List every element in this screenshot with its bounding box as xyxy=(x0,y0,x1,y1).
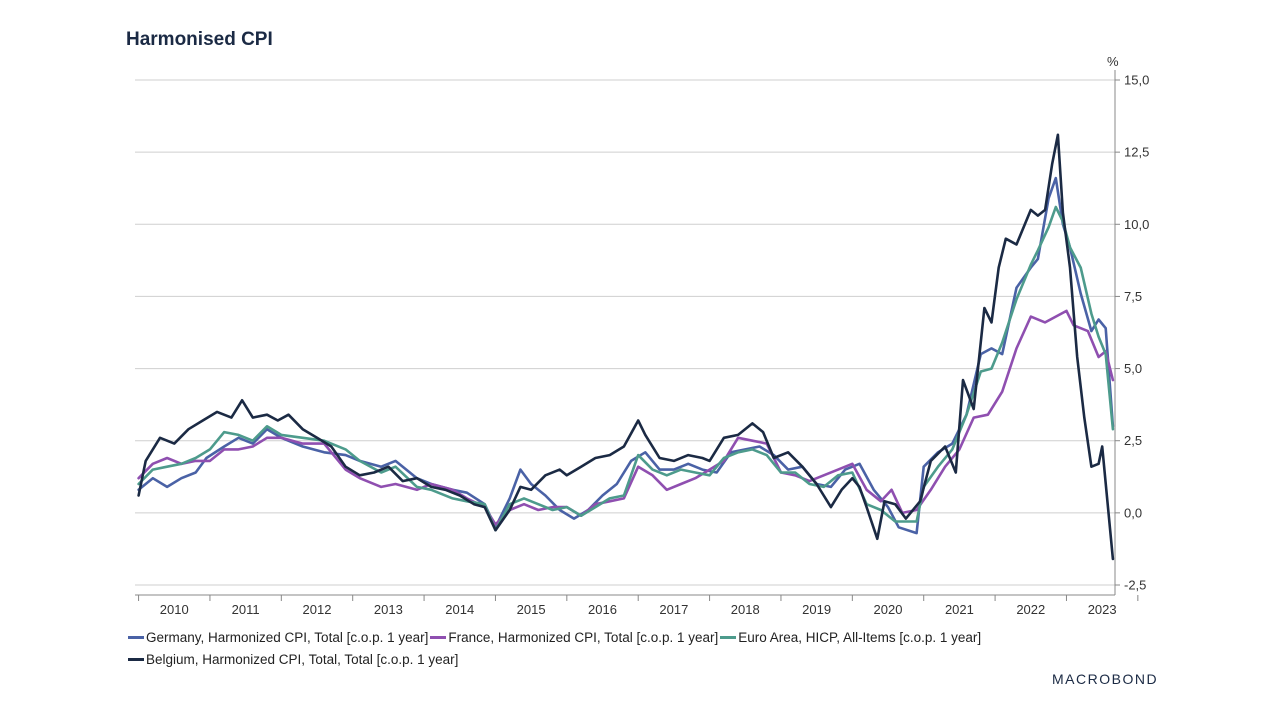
axes: % xyxy=(135,54,1119,596)
y-unit-label: % xyxy=(1107,54,1119,69)
x-tick-label: 2017 xyxy=(659,602,688,617)
y-tick-label: 7,5 xyxy=(1124,289,1142,304)
macrobond-logo: MACROBOND xyxy=(1052,671,1159,687)
legend-label-belgium: Belgium, Harmonized CPI, Total, Total [c… xyxy=(146,651,459,667)
x-tick-label: 2018 xyxy=(731,602,760,617)
x-tick-label: 2014 xyxy=(445,602,474,617)
series-line-belgium xyxy=(137,133,1115,561)
chart-title: Harmonised CPI xyxy=(126,29,273,50)
x-tick-label: 2011 xyxy=(232,602,260,617)
series-lines xyxy=(137,133,1115,561)
y-tick-label: 5,0 xyxy=(1124,361,1142,376)
legend-row-1: Germany, Harmonized CPI, Total [c.o.p. 1… xyxy=(128,626,1128,648)
legend-item-france[interactable]: France, Harmonized CPI, Total [c.o.p. 1 … xyxy=(430,630,718,645)
legend-item-germany[interactable]: Germany, Harmonized CPI, Total [c.o.p. 1… xyxy=(128,630,428,645)
y-tick-label: 15,0 xyxy=(1124,73,1149,88)
legend-row-2: Belgium, Harmonized CPI, Total, Total [c… xyxy=(128,648,1128,670)
y-ticks: 15,0 12,5 10,0 7,5 5,0 2,5 0,0 -2,5 xyxy=(1115,73,1149,593)
legend: Germany, Harmonized CPI, Total [c.o.p. 1… xyxy=(128,626,1128,670)
grid-lines xyxy=(135,79,1115,586)
y-tick-label: 12,5 xyxy=(1124,145,1149,160)
y-tick-label: -2,5 xyxy=(1124,578,1146,593)
series-line-france xyxy=(137,309,1115,526)
x-tick-label: 2010 xyxy=(160,602,189,617)
x-tick-label: 2019 xyxy=(802,602,831,617)
x-tick-label: 2012 xyxy=(303,602,332,617)
x-tick-label: 2023 xyxy=(1088,602,1117,617)
y-tick-label: 0,0 xyxy=(1124,505,1142,520)
legend-swatch-euro-area xyxy=(720,635,737,639)
y-tick-label: 2,5 xyxy=(1124,433,1142,448)
legend-swatch-france xyxy=(430,635,447,639)
series-line-euro-area xyxy=(137,205,1115,532)
legend-swatch-germany xyxy=(128,635,144,639)
x-ticks: 2010 2011 2012 2013 2014 2015 2016 2017 2018 2019… xyxy=(138,595,1139,617)
legend-label-france: France, Harmonized CPI, Total [c.o.p. 1 … xyxy=(448,629,719,645)
x-tick-label: 2021 xyxy=(945,602,974,617)
x-tick-label: 2022 xyxy=(1016,602,1045,617)
x-tick-label: 2020 xyxy=(874,602,903,617)
legend-swatch-belgium xyxy=(128,657,144,661)
legend-item-euro-area[interactable]: Euro Area, HICP, All-Items [c.o.p. 1 yea… xyxy=(720,630,981,645)
x-tick-label: 2015 xyxy=(517,602,546,617)
legend-label-euro-area: Euro Area, HICP, All-Items [c.o.p. 1 yea… xyxy=(738,629,982,645)
y-tick-label: 10,0 xyxy=(1124,217,1149,232)
series-line-germany xyxy=(137,176,1115,535)
legend-label-germany: Germany, Harmonized CPI, Total [c.o.p. 1… xyxy=(146,629,429,645)
x-tick-label: 2016 xyxy=(588,602,617,617)
legend-item-belgium[interactable]: Belgium, Harmonized CPI, Total, Total [c… xyxy=(128,652,458,667)
x-tick-label: 2013 xyxy=(374,602,403,617)
